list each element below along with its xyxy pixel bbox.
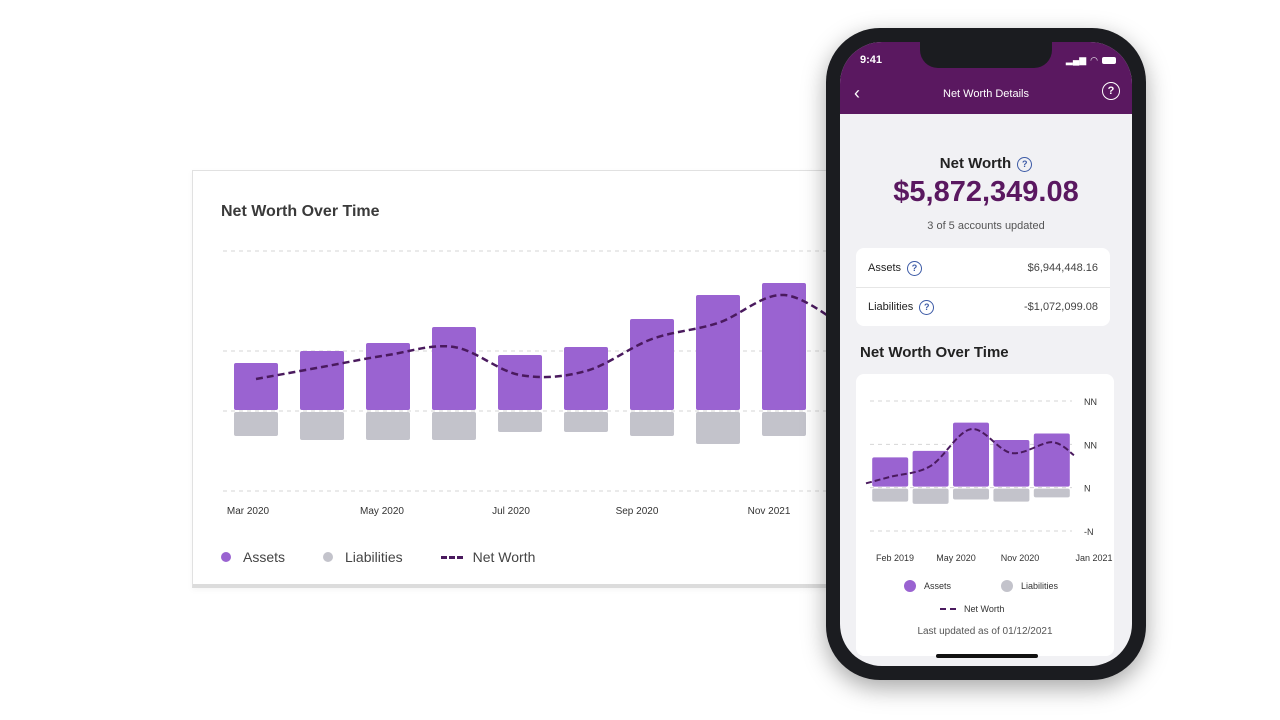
net-worth-line [255, 293, 843, 381]
x-tick-label: May 2020 [936, 553, 976, 563]
liabilities-bar [953, 488, 989, 500]
y-tick-label: NN [1084, 397, 1097, 407]
assets-bar [564, 347, 608, 410]
x-tick-label: Sep 2020 [616, 506, 659, 517]
liabilities-row[interactable]: Liabilities? -$1,072,099.08 [868, 288, 1098, 326]
x-tick-label: Nov 2021 [748, 506, 791, 517]
liabilities-bar [762, 412, 806, 436]
home-indicator[interactable] [936, 654, 1038, 658]
legend-assets-label: Assets [243, 549, 286, 565]
liabilities-bar [872, 488, 909, 502]
liabilities-swatch-icon [323, 552, 334, 562]
assets-bar [953, 422, 989, 487]
y-tick-label: NN [1084, 440, 1097, 450]
liabilities-bar [432, 412, 476, 440]
net-worth-line [865, 428, 1075, 485]
accounts-updated-text: 3 of 5 accounts updated [927, 220, 1045, 232]
assets-label: Assets [868, 262, 902, 274]
legend-net-worth-label: Net Worth [472, 549, 536, 565]
phone-chart-title: Net Worth Over Time [860, 344, 1009, 361]
net-worth-line-icon [940, 608, 956, 610]
phone-legend-net-worth: Net Worth [940, 604, 1004, 614]
net-worth-line-icon [440, 555, 463, 559]
liabilities-bar [234, 412, 278, 436]
back-arrow-icon[interactable]: ‹ [854, 83, 860, 103]
net-worth-label: Net Worth? [840, 155, 1132, 172]
liabilities-label: Liabilities [868, 301, 914, 313]
x-tick-label: May 2020 [360, 506, 404, 517]
liabilities-bar [366, 412, 410, 440]
liabilities-bar [912, 488, 949, 504]
status-icons: ▂▄▆ ◠ [1066, 55, 1116, 66]
assets-row[interactable]: Assets? $6,944,448.16 [868, 249, 1098, 287]
phone-legend-liabilities-label: Liabilities [1021, 581, 1059, 591]
assets-bar [762, 283, 806, 410]
x-tick-label: Nov 2020 [1001, 553, 1040, 563]
desktop-legend: Assets Liabilities Net Worth [221, 549, 573, 565]
phone-legend-liabilities: Liabilities [1001, 580, 1058, 592]
legend-assets: Assets [221, 549, 285, 565]
assets-bar [696, 295, 740, 410]
legend-net-worth: Net Worth [440, 549, 536, 565]
liabilities-info-icon[interactable]: ? [919, 299, 935, 315]
assets-bar [234, 363, 278, 410]
x-tick-label: Jul 2020 [492, 506, 530, 517]
x-tick-label: Mar 2020 [227, 506, 270, 517]
assets-bar [366, 343, 410, 410]
liabilities-bar [696, 412, 740, 444]
assets-bar [872, 457, 909, 487]
phone-chart-card: Feb 2019 May 2020 Nov 2020 Jan 2021 NN NN N -N … [856, 374, 1114, 656]
liabilities-bar [993, 488, 1030, 502]
liabilities-bar [300, 412, 344, 440]
divider [856, 287, 1110, 288]
help-icon[interactable]: ? [1102, 82, 1120, 100]
assets-swatch-icon [221, 552, 231, 562]
assets-value: $6,944,448.16 [1027, 262, 1098, 274]
net-worth-value: $5,872,349.08 [893, 176, 1079, 208]
assets-swatch-icon [904, 580, 916, 592]
desktop-chart-card: Net Worth Over Time Mar 2020 May 2020 Jul … [192, 170, 843, 588]
legend-liabilities-label: Liabilities [345, 549, 403, 565]
phone-screen: 9:41 ▂▄▆ ◠ ‹ Net Worth Details ? Net Wor… [840, 42, 1132, 666]
phone-legend-assets: Assets [904, 580, 951, 592]
assets-bar [300, 351, 344, 410]
assets-liabilities-card: Assets? $6,944,448.16 Liabilities? -$1,0… [856, 248, 1110, 326]
assets-bar [432, 327, 476, 410]
assets-bar [498, 355, 542, 410]
desktop-chart: Mar 2020 May 2020 Jul 2020 Sep 2020 Nov 2021 [223, 250, 843, 517]
liabilities-bar [564, 412, 608, 432]
wifi-icon: ◠ [1090, 55, 1098, 65]
signal-icon: ▂▄▆ [1065, 55, 1087, 65]
phone-frame: 9:41 ▂▄▆ ◠ ‹ Net Worth Details ? Net Wor… [826, 28, 1146, 680]
info-icon[interactable]: ? [1017, 156, 1033, 172]
assets-bar [912, 450, 949, 487]
battery-icon [1102, 57, 1116, 64]
assets-bar [993, 440, 1030, 487]
header-title: Net Worth Details [943, 88, 1029, 100]
legend-liabilities: Liabilities [323, 549, 403, 565]
x-tick-label: Feb 2019 [876, 553, 914, 563]
phone-legend-net-worth-label: Net Worth [964, 604, 1005, 614]
x-tick-label: Jan 2021 [1075, 553, 1112, 563]
assets-bar [630, 319, 674, 410]
last-updated-text: Last updated as of 01/12/2021 [917, 626, 1053, 637]
liabilities-value: -$1,072,099.08 [1023, 301, 1098, 313]
y-tick-label: N [1084, 484, 1091, 494]
net-worth-label-text: Net Worth [939, 155, 1012, 172]
desktop-chart-title: Net Worth Over Time [221, 203, 380, 220]
phone-notch [920, 42, 1052, 68]
liabilities-swatch-icon [1001, 580, 1013, 592]
y-tick-label: -N [1084, 527, 1094, 537]
assets-info-icon[interactable]: ? [907, 260, 923, 276]
liabilities-bar [630, 412, 674, 436]
liabilities-bar [1033, 488, 1070, 498]
status-time: 9:41 [860, 54, 883, 66]
liabilities-bar [498, 412, 542, 432]
phone-legend-assets-label: Assets [924, 581, 952, 591]
assets-bar [1033, 433, 1070, 487]
